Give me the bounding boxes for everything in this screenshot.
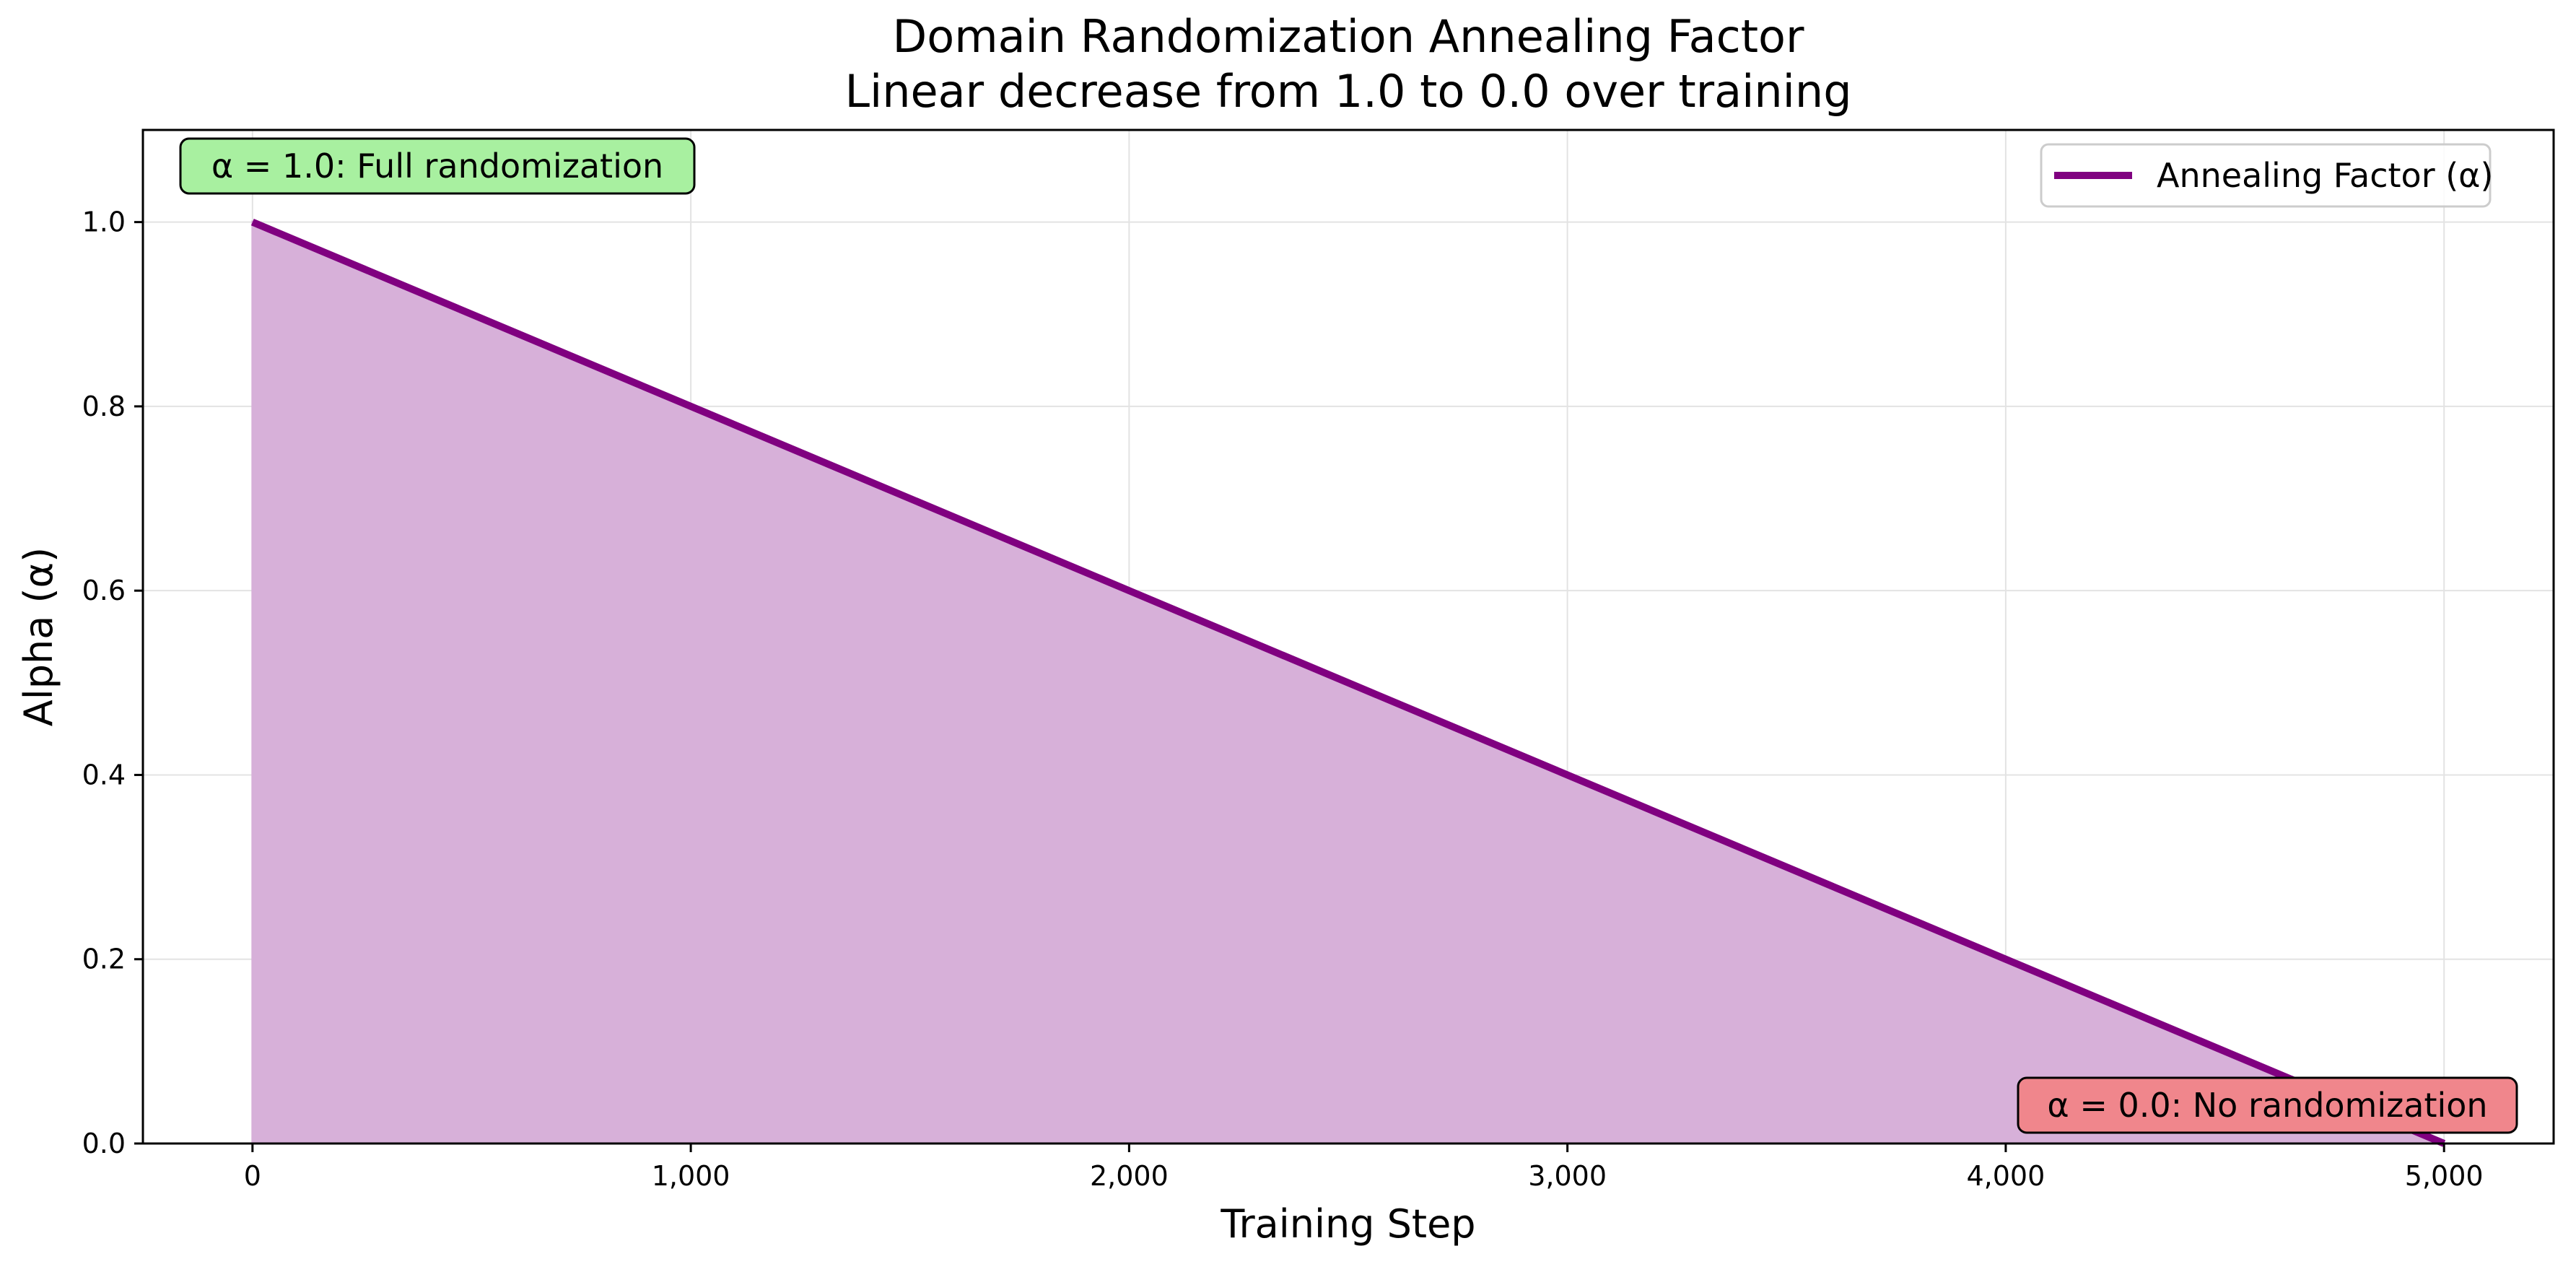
x-tick-label: 4,000 <box>1967 1160 2045 1192</box>
legend-label: Annealing Factor (α) <box>2157 156 2493 195</box>
x-tick-label: 3,000 <box>1528 1160 1607 1192</box>
series-line <box>250 219 2446 1147</box>
y-axis-label: Alpha (α) <box>16 547 61 726</box>
y-tick-label: 0.6 <box>82 575 126 606</box>
y-tick-label: 0.0 <box>82 1128 126 1159</box>
plot-frame <box>141 128 2555 1145</box>
y-tick-label: 1.0 <box>82 206 126 238</box>
legend-frame <box>2040 143 2492 208</box>
x-tick-label: 2,000 <box>1090 1160 1169 1192</box>
legend: Annealing Factor (α) <box>2040 143 2493 208</box>
annotation-box: α = 0.0: No randomization <box>2017 1076 2518 1134</box>
y-tick-label: 0.2 <box>82 944 126 975</box>
chart-subtitle: Linear decrease from 1.0 to 0.0 over tra… <box>844 65 1851 118</box>
annotation-text: α = 0.0: No randomization <box>2047 1086 2487 1125</box>
annotation-box: α = 1.0: Full randomization <box>179 137 696 195</box>
x-tick-label: 5,000 <box>2405 1160 2484 1192</box>
annotation-text: α = 1.0: Full randomization <box>211 147 663 186</box>
x-axis-label: Training Step <box>1220 1201 1475 1247</box>
x-tick-label: 0 <box>244 1160 261 1192</box>
y-tick-label: 0.4 <box>82 759 126 790</box>
plot-area: 0 1,000 2,000 3,000 4,000 5,000 0.0 0.2 0.4 0.6 0.… <box>82 128 2555 1192</box>
x-tick-label: 1,000 <box>652 1160 730 1192</box>
y-tick-label: 0.8 <box>82 391 126 422</box>
chart-title: Domain Randomization Annealing Factor <box>893 10 1804 63</box>
annotation-background <box>2017 1076 2518 1134</box>
annotation-background <box>179 137 696 195</box>
